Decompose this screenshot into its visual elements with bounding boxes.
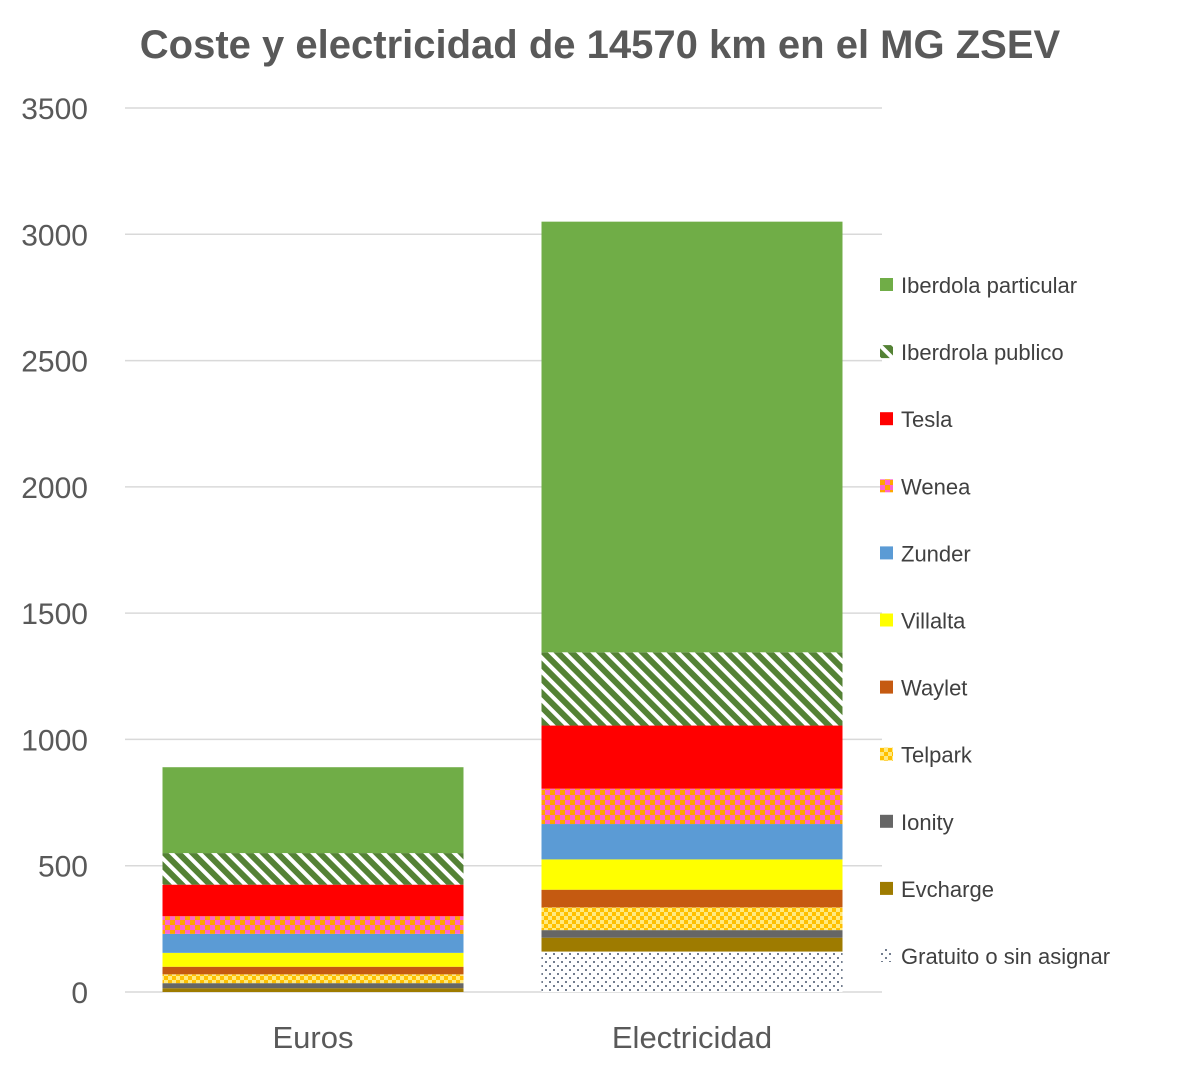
legend-swatch bbox=[880, 747, 893, 761]
legend-item-waylet: Waylet bbox=[880, 676, 967, 701]
legend-item-ionity: Ionity bbox=[880, 810, 954, 835]
bar-euros-tesla bbox=[162, 884, 464, 917]
bar-electricidad-telpark bbox=[541, 907, 843, 931]
y-tick-label: 2000 bbox=[21, 472, 88, 505]
legend-item-evcharge: Evcharge bbox=[880, 877, 994, 902]
y-tick-label: 1500 bbox=[21, 598, 88, 631]
legend-swatch bbox=[880, 345, 893, 359]
y-tick-label: 0 bbox=[71, 977, 88, 1010]
bar-euros-telpark bbox=[162, 974, 464, 984]
bar-electricidad-ionity bbox=[541, 930, 843, 938]
legend-item-tesla: Tesla bbox=[880, 407, 953, 432]
bar-electricidad-villalta bbox=[541, 859, 843, 890]
legend-item-iberdola-particular: Iberdola particular bbox=[880, 273, 1077, 298]
bar-euros-wenea bbox=[162, 916, 464, 934]
legend-item-gratuito-o-sin-asignar: Gratuito o sin asignar bbox=[880, 944, 1110, 969]
bar-electricidad-evcharge bbox=[541, 937, 843, 952]
bar-euros-zunder bbox=[162, 933, 464, 953]
legend: Iberdola particular Iberdrola publico Tesl… bbox=[880, 273, 1110, 969]
x-tick-label: Euros bbox=[273, 1020, 354, 1055]
bar-electricidad-iberdrola-publico bbox=[541, 652, 843, 726]
bar-electricidad-waylet bbox=[541, 889, 843, 908]
y-tick-label: 3000 bbox=[21, 219, 88, 252]
legend-label: Zunder bbox=[901, 541, 971, 566]
legend-swatch bbox=[880, 949, 893, 962]
legend-label: Iberdrola publico bbox=[901, 340, 1064, 365]
bar-euros-villalta bbox=[162, 952, 464, 967]
legend-item-wenea: Wenea bbox=[880, 474, 971, 499]
legend-swatch bbox=[880, 680, 893, 694]
legend-swatch bbox=[880, 479, 893, 493]
bar-euros-iberdrola-publico bbox=[162, 853, 464, 885]
bar-electricidad-zunder bbox=[541, 824, 843, 860]
legend-item-zunder: Zunder bbox=[880, 541, 971, 566]
legend-label: Tesla bbox=[901, 407, 953, 432]
bar-euros-iberdola-particular bbox=[162, 767, 464, 854]
legend-item-iberdrola-publico: Iberdrola publico bbox=[880, 340, 1064, 365]
y-tick-label: 2500 bbox=[21, 346, 88, 379]
legend-swatch bbox=[880, 412, 893, 426]
legend-label: Gratuito o sin asignar bbox=[901, 944, 1110, 969]
legend-label: Telpark bbox=[901, 743, 973, 768]
legend-label: Wenea bbox=[901, 474, 971, 499]
legend-label: Villalta bbox=[901, 609, 966, 634]
bars bbox=[162, 221, 843, 992]
legend-label: Evcharge bbox=[901, 877, 994, 902]
bar-electricidad-iberdola-particular bbox=[541, 221, 843, 653]
y-tick-label: 500 bbox=[38, 851, 88, 884]
legend-swatch bbox=[880, 814, 893, 828]
legend-swatch bbox=[880, 613, 893, 627]
legend-swatch bbox=[880, 278, 893, 291]
legend-label: Ionity bbox=[901, 810, 954, 835]
y-tick-label: 3500 bbox=[21, 93, 88, 126]
legend-label: Iberdola particular bbox=[901, 273, 1077, 298]
x-tick-label: Electricidad bbox=[612, 1020, 772, 1055]
bar-euros-ionity bbox=[162, 983, 464, 989]
bar-electricidad-gratuito-o-sin-asignar bbox=[541, 951, 843, 992]
legend-swatch bbox=[880, 546, 893, 560]
bar-euros-evcharge bbox=[162, 988, 464, 992]
legend-item-villalta: Villalta bbox=[880, 609, 966, 634]
y-tick-label: 1000 bbox=[21, 724, 88, 757]
bar-electricidad-tesla bbox=[541, 725, 843, 789]
bar-euros-waylet bbox=[162, 966, 464, 975]
legend-item-telpark: Telpark bbox=[880, 743, 973, 768]
bar-electricidad-wenea bbox=[541, 788, 843, 825]
y-axis-ticks: 0 500 1000 1500 2000 2500 3000 3500 bbox=[21, 93, 88, 1010]
legend-swatch bbox=[880, 881, 893, 895]
legend-label: Waylet bbox=[901, 676, 967, 701]
chart-title: Coste y electricidad de 14570 km en el M… bbox=[140, 23, 1061, 67]
x-axis-ticks: Euros Electricidad bbox=[273, 1020, 773, 1055]
